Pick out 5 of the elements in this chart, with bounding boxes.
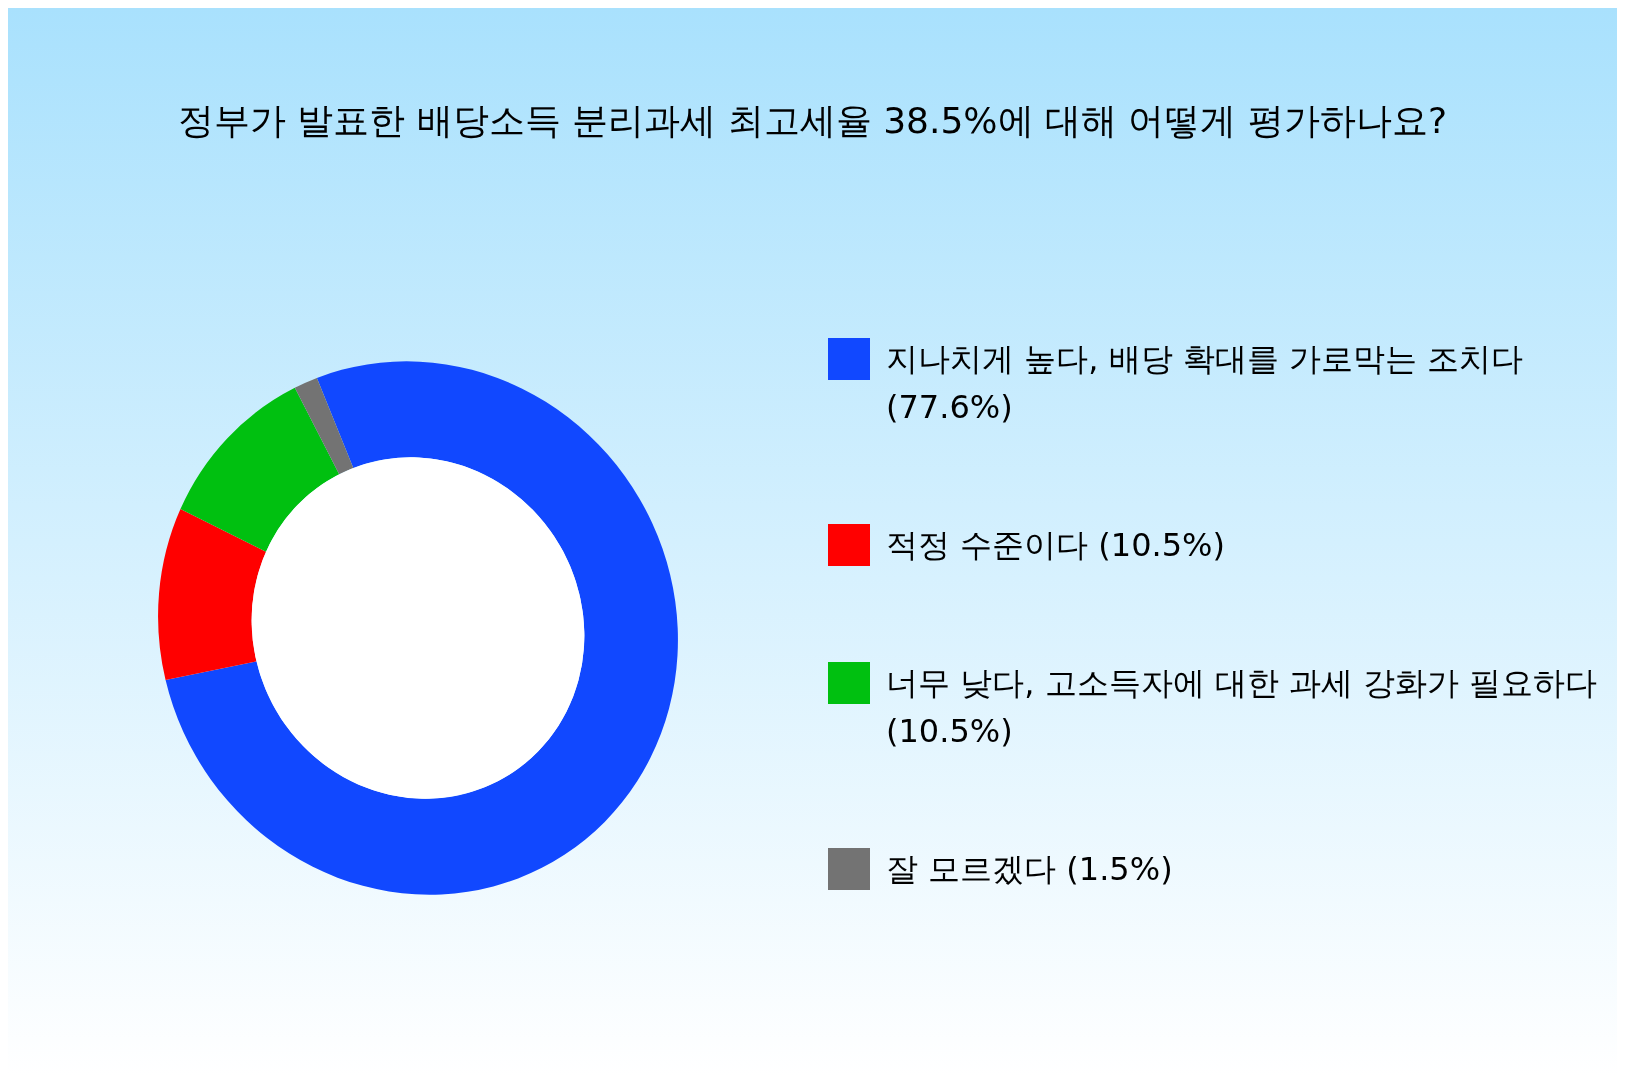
legend-label: 지나치게 높다, 배당 확대를 가로막는 조치다 (77.6%) [886, 340, 1524, 426]
legend-label: 잘 모르겠다 (1.5%) [886, 850, 1173, 888]
chart-title: 정부가 발표한 배당소득 분리과세 최고세율 38.5%에 대해 어떻게 평가하나요? [177, 100, 1448, 141]
legend-label: 적정 수준이다 (10.5%) [886, 526, 1225, 564]
legend-label: 너무 낮다, 고소득자에 대한 과세 강화가 필요하다 (10.5%) [886, 664, 1598, 750]
